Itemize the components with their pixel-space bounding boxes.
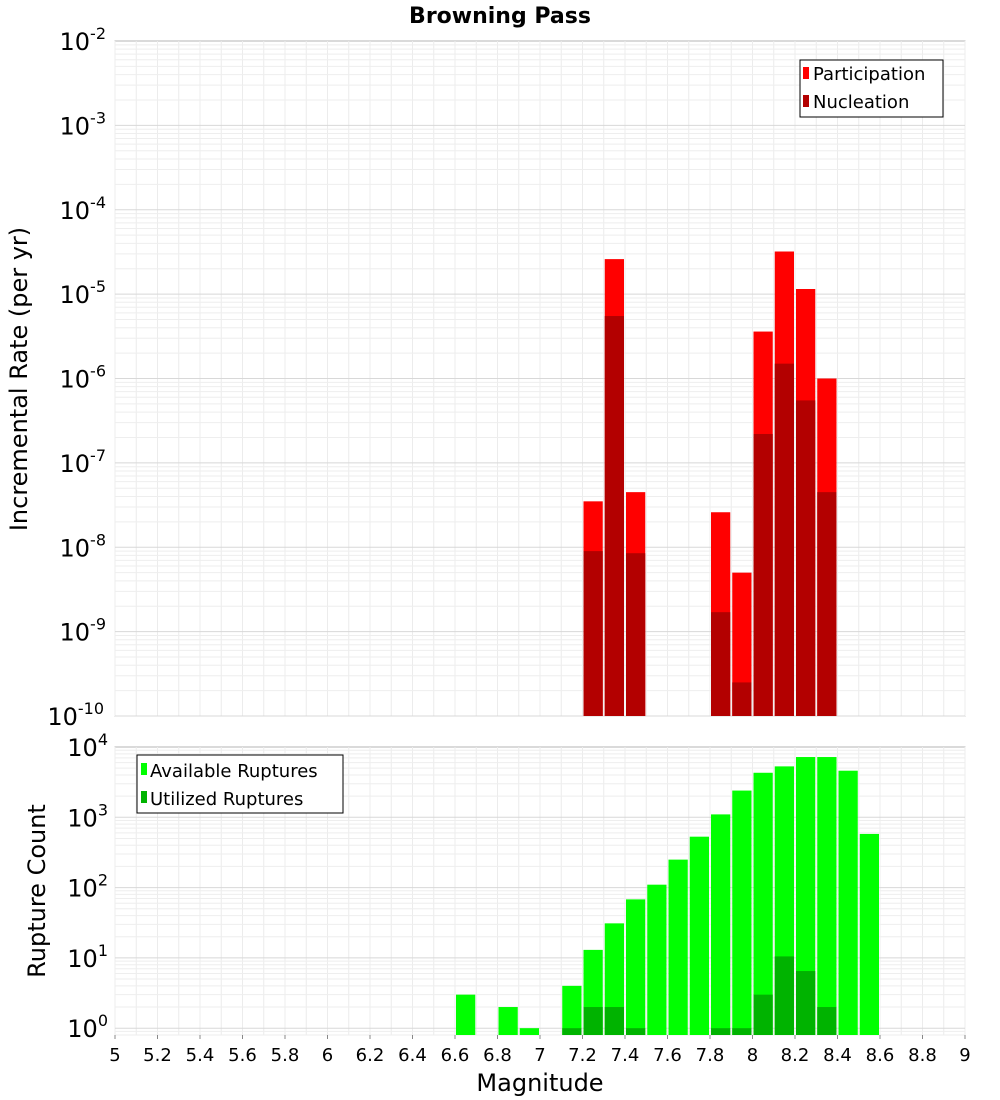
bar-utilized-ruptures [817,1007,837,1035]
bottom-bars [456,757,879,1035]
x-tick-label: 8.4 [823,1045,852,1066]
legend-swatch-nucleation [803,95,809,107]
bar-available-ruptures [668,859,688,1035]
bar-available-ruptures [562,985,582,1035]
y-tick-label: 10-8 [60,530,107,562]
bar-available-ruptures [838,770,858,1035]
y-tick-label: 10-5 [60,277,107,309]
top-y-tick-labels: 10-10 10-9 10-8 10-7 10-6 10-5 10-4 10-3 10-2 [47,24,106,731]
bar-nucleation [817,492,837,716]
y-tick-label: 10-7 [60,446,107,478]
bar-available-ruptures [456,994,476,1035]
x-tick-label: 7 [534,1045,545,1066]
bar-available-ruptures [732,790,752,1035]
bar-utilized-ruptures [583,1007,603,1035]
bar-nucleation [583,551,603,716]
legend-label-available: Available Ruptures [150,761,318,782]
y-tick-label: 100 [67,1011,108,1043]
bar-available-ruptures [689,836,709,1035]
y-tick-label: 10-2 [60,24,107,56]
y-tick-label: 10-3 [60,108,107,140]
bar-utilized-ruptures [753,994,773,1035]
y-tick-label: 10-9 [60,615,107,647]
bar-utilized-ruptures [604,1007,624,1035]
bar-nucleation [796,400,816,716]
x-tick-label: 5.2 [143,1045,172,1066]
bar-utilized-ruptures [626,1028,646,1035]
x-tick-label: 7.4 [611,1045,640,1066]
bar-nucleation [604,316,624,716]
bar-available-ruptures [519,1028,539,1035]
bar-available-ruptures [796,757,816,1035]
x-tick-label: 8.6 [866,1045,895,1066]
x-tick-label: 5.8 [271,1045,300,1066]
y-tick-label: 103 [67,800,108,832]
x-tick-label: 6.2 [356,1045,385,1066]
bar-available-ruptures [711,814,731,1035]
top-legend-box [799,59,944,118]
bar-available-ruptures [498,1007,518,1035]
x-tick-label: 6.4 [398,1045,427,1066]
bottom-legend: Available Ruptures Utilized Ruptures [136,754,344,814]
bar-nucleation [626,553,646,716]
top-bars [583,251,837,716]
bar-nucleation [753,433,773,716]
bar-utilized-ruptures [732,1028,752,1035]
top-gridlines [114,41,966,717]
bottom-panel: 100 101 102 103 104 5 5.2 5.4 5.6 5.8 6 6.2 6.4 6.6 6… [23,730,971,1097]
x-tick-label: 8.8 [908,1045,937,1066]
x-tick-label: 6 [322,1045,333,1066]
legend-swatch-utilized [141,791,147,803]
x-tick-label: 7.6 [653,1045,682,1066]
bottom-y-axis-label: Rupture Count [23,804,51,978]
y-tick-label: 10-6 [60,362,107,394]
y-tick-label: 10-4 [60,193,107,225]
legend-swatch-available [141,763,147,775]
y-tick-label: 102 [67,871,108,903]
x-tick-label: 9 [959,1045,970,1066]
x-axis-label: Magnitude [476,1069,603,1097]
y-tick-label: 104 [67,730,108,762]
top-y-axis-label: Incremental Rate (per yr) [5,227,33,531]
bar-utilized-ruptures [562,1028,582,1035]
x-tick-label: 5.6 [228,1045,257,1066]
bottom-y-tick-labels: 100 101 102 103 104 [67,730,108,1043]
bar-available-ruptures [859,833,879,1035]
bar-nucleation [711,612,731,716]
bar-available-ruptures [626,899,646,1035]
bar-utilized-ruptures [774,956,794,1035]
bar-utilized-ruptures [711,1028,731,1035]
x-tick-label: 5 [109,1045,120,1066]
bar-participation [732,572,752,716]
bar-nucleation [774,363,794,716]
bar-available-ruptures [647,884,667,1035]
bottom-legend-box [136,754,344,814]
legend-swatch-participation [803,67,809,79]
y-tick-label: 101 [67,941,108,973]
bar-available-ruptures [753,772,773,1035]
x-tick-label: 5.4 [186,1045,215,1066]
legend-label-participation: Participation [813,64,925,85]
bar-utilized-ruptures [796,971,816,1035]
bar-nucleation [732,682,752,716]
top-panel: 10-10 10-9 10-8 10-7 10-6 10-5 10-4 10-3 10-2 In… [5,24,966,731]
x-tick-label: 8 [747,1045,758,1066]
x-tick-labels: 5 5.2 5.4 5.6 5.8 6 6.2 6.4 6.6 6.8 7 7.2 7.4 7.6 7.8 8… [109,1035,971,1066]
x-tick-label: 6.8 [483,1045,512,1066]
legend-label-nucleation: Nucleation [813,92,909,113]
x-tick-label: 7.2 [568,1045,597,1066]
x-tick-label: 6.6 [441,1045,470,1066]
bar-available-ruptures [817,757,837,1035]
y-tick-label: 10-10 [47,699,104,731]
x-tick-label: 7.8 [696,1045,725,1066]
top-legend: Participation Nucleation [799,59,944,118]
legend-label-utilized: Utilized Ruptures [150,789,303,810]
chart-title: Browning Pass [409,4,591,29]
x-tick-label: 8.2 [781,1045,810,1066]
